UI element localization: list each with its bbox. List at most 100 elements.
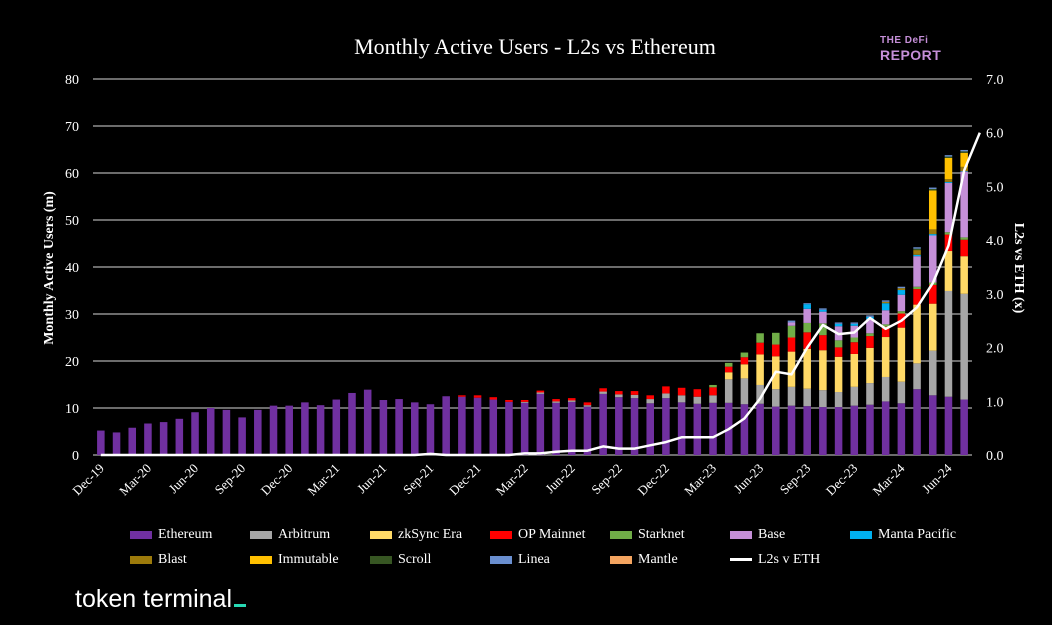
bar-segment-ethereum <box>442 396 450 455</box>
bar-segment-linea <box>834 322 843 324</box>
bar-segment-base <box>913 256 921 287</box>
bar-segment-ethereum <box>693 403 702 455</box>
brand-text: token terminal <box>75 585 233 613</box>
bar-segment-manta-pacific <box>928 234 937 236</box>
legend-item: OP Mainnet <box>490 527 610 543</box>
bar-segment-ethereum <box>175 418 184 455</box>
bar-segment-arbitrum <box>615 394 623 398</box>
bar-segment-zksync-era <box>960 256 968 294</box>
chart-title: Monthly Active Users - L2s vs Ethereum <box>354 34 716 59</box>
bar-segment-linea <box>819 308 827 310</box>
y-tick-label-left: 70 <box>65 120 79 135</box>
bar-segment-ethereum <box>97 430 105 455</box>
bar-segment-immutable <box>944 157 953 180</box>
defi-report-logo: THE DeFi REPORT <box>880 34 941 62</box>
bar-segment-arbitrum <box>662 393 670 399</box>
logo-line-1: THE DeFi <box>880 35 929 46</box>
bar-segment-ethereum <box>599 393 607 455</box>
bar-segment-ethereum <box>756 403 764 455</box>
x-tick-label: Sep-22 <box>588 461 625 498</box>
bar-segment-manta-pacific <box>850 323 859 326</box>
y-tick-label-left: 30 <box>65 308 79 323</box>
bar-segment-ethereum <box>772 406 780 455</box>
bar-segment-ethereum <box>944 396 953 455</box>
bar-segment-zksync-era <box>944 251 953 291</box>
brand-underscore <box>234 604 247 607</box>
bar-segment-ethereum <box>222 409 231 455</box>
bar-segment-scroll <box>928 188 937 191</box>
bar-segment-manta-pacific <box>819 309 827 312</box>
bar-segment-starknet <box>897 311 906 314</box>
bar-segment-ethereum <box>128 427 137 455</box>
chart-legend: Ethereum Arbitrum zkSync Era OP Mainnet … <box>130 522 990 572</box>
bar-segment-ethereum <box>489 399 498 455</box>
legend-label: Scroll <box>398 551 432 567</box>
bar-segment-base <box>960 171 968 238</box>
bar-segment-ethereum <box>662 398 670 455</box>
legend-label: OP Mainnet <box>518 526 586 542</box>
bar-segment-blast <box>881 301 890 304</box>
bar-segment-linea <box>928 187 937 189</box>
legend-label: Blast <box>158 551 187 567</box>
bar-segment-arbitrum <box>677 395 686 403</box>
bar-segment-base <box>897 294 906 312</box>
x-tick-label: Dec-19 <box>69 461 107 499</box>
bar-segment-starknet <box>960 237 968 240</box>
bar-segment-arbitrum <box>646 399 654 404</box>
legend-swatch-ethereum <box>130 530 152 539</box>
bar-segment-starknet <box>772 332 780 345</box>
x-tick-label: Dec-20 <box>258 461 296 499</box>
legend-label: zkSync Era <box>398 526 463 542</box>
bar-segment-op-mainnet <box>740 357 749 365</box>
bar-segment-arbitrum <box>960 293 968 400</box>
bar-segment-ethereum <box>520 402 529 455</box>
legend-item: Immutable <box>250 552 370 568</box>
bar-segment-ethereum <box>395 399 403 455</box>
legend-item: Mantle <box>610 552 730 568</box>
bar-segment-arbitrum <box>866 383 874 405</box>
legend-item: Linea <box>490 552 610 568</box>
bar-segment-starknet <box>803 322 811 333</box>
bar-segment-arbitrum <box>709 395 717 403</box>
bar-segment-arbitrum <box>536 392 545 394</box>
bar-segment-op-mainnet <box>473 395 482 398</box>
bar-segment-starknet <box>866 333 874 337</box>
bar-segment-arbitrum <box>756 384 764 404</box>
bar-segment-immutable <box>928 190 937 230</box>
bar-segment-arbitrum <box>850 386 859 406</box>
legend-swatch-scroll <box>370 555 392 564</box>
bar-segment-base <box>881 310 890 325</box>
legend-label: L2s v ETH <box>758 551 821 567</box>
bar-segment-ethereum <box>913 389 921 455</box>
bar-segment-starknet <box>850 337 859 343</box>
bar-segment-op-mainnet <box>693 389 702 397</box>
bar-segment-op-mainnet <box>913 289 921 305</box>
bar-segment-ethereum <box>458 396 466 455</box>
legend-row: Ethereum Arbitrum zkSync Era OP Mainnet … <box>130 522 990 547</box>
bar-segment-arbitrum <box>567 400 576 402</box>
legend-item: Arbitrum <box>250 527 370 543</box>
bar-segment-ethereum <box>316 405 325 455</box>
x-tick-label: Sep-21 <box>400 461 437 498</box>
bar-segment-linea <box>913 247 921 249</box>
legend-swatch-zksync-era <box>370 530 392 539</box>
y-tick-label-right: 6.0 <box>986 127 1004 142</box>
bar-segment-ethereum <box>238 417 246 455</box>
bar-segment-ethereum <box>552 402 560 455</box>
x-tick-label: Jun-21 <box>354 461 390 497</box>
bar-segment-arbitrum <box>819 390 827 408</box>
bar-segment-starknet <box>819 323 827 336</box>
series-line-l2s-v-eth <box>100 132 981 457</box>
x-tick-label: Mar-23 <box>681 461 719 499</box>
bar-segment-zksync-era <box>928 303 937 351</box>
bar-segment-blast <box>913 250 921 255</box>
bar-segment-zksync-era <box>881 337 890 377</box>
bar-segment-arbitrum <box>740 378 749 405</box>
bar-segment-op-mainnet <box>552 399 560 402</box>
bar-segment-base <box>928 235 937 283</box>
legend-swatch-arbitrum <box>250 530 272 539</box>
legend-swatch-l2s-v-eth <box>730 558 752 561</box>
bar-segment-op-mainnet <box>709 387 717 396</box>
bar-segment-ethereum <box>834 407 843 455</box>
bar-segment-blast <box>897 288 906 291</box>
